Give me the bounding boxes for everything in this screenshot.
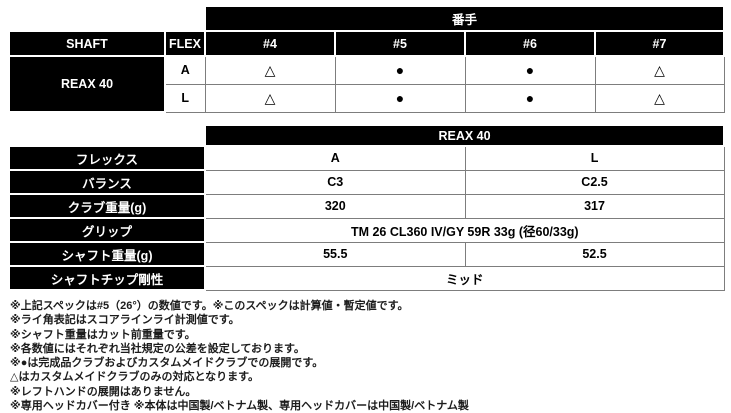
club-number-header: #6 <box>464 30 596 57</box>
availability-triangle-icon: △ <box>594 55 725 85</box>
spec-row-label: シャフト重量(g) <box>8 241 206 267</box>
club-number-header: #4 <box>204 30 336 57</box>
availability-table: 番手 SHAFT FLEX #4 #5 #6 #7 REAX 40 A △ ● … <box>8 5 726 113</box>
shaft-name-cell: REAX 40 <box>8 55 166 113</box>
footnote: ※ライ角表記はスコアラインライ計測値です。 <box>10 314 240 327</box>
spec-value-cell: 52.5 <box>464 241 725 267</box>
spec-value-cell: A <box>204 145 466 171</box>
footnote: ※シャフト重量はカット前重量です。 <box>10 328 196 341</box>
table-row: 番手 <box>9 5 726 32</box>
table-row: シャフトチップ剛性 ミッド <box>8 265 725 291</box>
spec-row-label: バランス <box>8 169 206 195</box>
table-row: クラブ重量(g) 320 317 <box>8 193 725 219</box>
spec-value-cell: C3 <box>204 169 466 195</box>
spec-value-cell-span: ミッド <box>204 265 725 291</box>
availability-circle-icon: ● <box>464 83 596 113</box>
availability-triangle-icon: △ <box>204 83 336 113</box>
club-number-group-header: 番手 <box>203 5 726 32</box>
availability-triangle-icon: △ <box>204 55 336 85</box>
spec-value-cell: 317 <box>464 193 725 219</box>
spec-value-cell: L <box>464 145 725 171</box>
spec-value-cell: 55.5 <box>204 241 466 267</box>
table-row: REAX 40 <box>9 124 726 147</box>
table-row: REAX 40 A △ ● ● △ <box>8 55 725 113</box>
flex-column-header: FLEX <box>164 30 206 57</box>
flex-value-cell: A <box>164 55 206 85</box>
spec-row-label: シャフトチップ剛性 <box>8 265 206 291</box>
flex-value-cell: L <box>164 83 206 113</box>
table-row: フレックス A L <box>8 145 725 171</box>
footnote: ※各数値にはそれぞれ当社規定の公差を設定しております。 <box>10 342 305 355</box>
spec-row-label: フレックス <box>8 145 206 171</box>
table-row: SHAFT FLEX #4 #5 #6 #7 <box>8 30 726 57</box>
availability-triangle-icon: △ <box>594 83 725 113</box>
table-row: L △ ● ● △ <box>9 83 725 113</box>
footnote: ※レフトハンドの展開はありません。 <box>10 385 197 398</box>
spec-value-cell-span: TM 26 CL360 IV/GY 59R 33g (径60/33g) <box>204 217 725 243</box>
club-number-header: #7 <box>593 30 726 57</box>
footnote: △はカスタムメイドクラブのみの対応となります。 <box>10 371 260 384</box>
footnote: ※専用ヘッドカバー付き ※本体は中国製/ベトナム製、専用ヘッドカバーは中国製/ベ… <box>10 400 469 413</box>
spec-row-label: グリップ <box>8 217 206 243</box>
footnote: ※●は完成品クラブおよびカスタムメイドクラブでの展開です。 <box>10 357 324 370</box>
footnote: ※上記スペックは#5（26°）の数値です。※このスペックは計算値・暫定値です。 <box>10 300 409 312</box>
spec-table: REAX 40 フレックス A L バランス C3 C2.5 クラブ重量(g) … <box>8 124 726 291</box>
spec-row-label: クラブ重量(g) <box>8 193 206 219</box>
availability-circle-icon: ● <box>334 83 466 113</box>
table-row: グリップ TM 26 CL360 IV/GY 59R 33g (径60/33g) <box>8 217 725 243</box>
availability-circle-icon: ● <box>334 55 466 85</box>
spec-table-header: REAX 40 <box>203 124 726 147</box>
club-number-header: #5 <box>334 30 466 57</box>
table-row: シャフト重量(g) 55.5 52.5 <box>8 241 725 267</box>
spec-value-cell: C2.5 <box>464 169 725 195</box>
spec-value-cell: 320 <box>204 193 466 219</box>
availability-circle-icon: ● <box>464 55 596 85</box>
corner-spacer <box>9 6 205 31</box>
table-row: バランス C3 C2.5 <box>8 169 725 195</box>
corner-spacer <box>9 125 205 146</box>
shaft-column-header: SHAFT <box>8 30 166 57</box>
footnotes: ※上記スペックは#5（26°）の数値です。※このスペックは計算値・暫定値です。 … <box>8 299 723 413</box>
